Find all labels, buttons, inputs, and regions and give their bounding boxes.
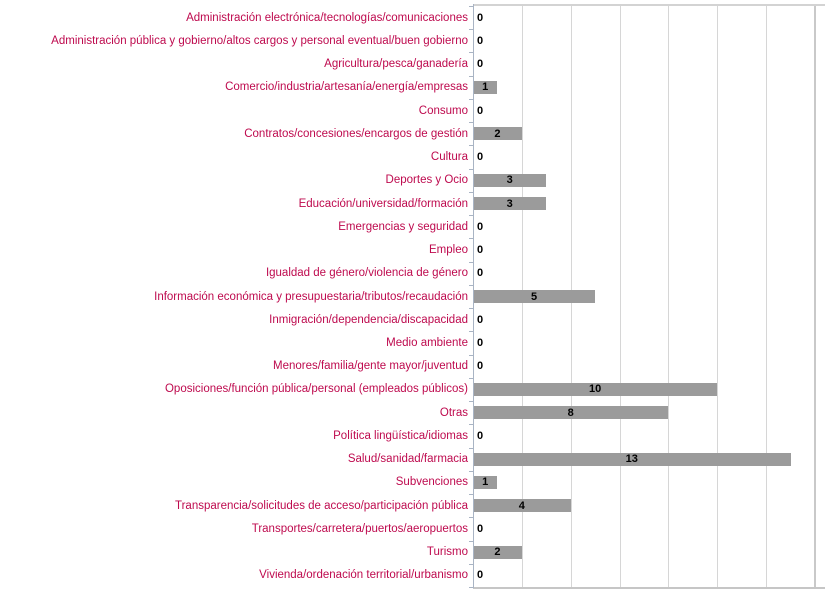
value-label: 5 xyxy=(531,290,538,303)
gridline-8 xyxy=(668,6,670,587)
bar xyxy=(474,452,791,466)
value-label: 0 xyxy=(477,429,484,442)
bar xyxy=(474,197,547,211)
bar xyxy=(474,545,522,559)
category-label: Empleo xyxy=(429,244,468,257)
axis-tick xyxy=(469,354,473,356)
category-label: Política lingüística/idiomas xyxy=(333,429,468,442)
category-label: Administración pública y gobierno/altos … xyxy=(51,34,468,47)
category-label: Transparencia/solicitudes de acceso/part… xyxy=(175,499,468,512)
category-label: Vivienda/ordenación territorial/urbanism… xyxy=(259,569,468,582)
value-label: 13 xyxy=(625,453,638,466)
value-label: 8 xyxy=(567,406,574,419)
value-label: 0 xyxy=(477,34,484,47)
bar xyxy=(474,127,522,141)
category-label: Educación/universidad/formación xyxy=(298,197,468,210)
gridline-10 xyxy=(717,6,719,587)
value-label: 0 xyxy=(477,336,484,349)
bar xyxy=(474,290,596,303)
category-label: Oposiciones/función pública/personal (em… xyxy=(164,383,468,396)
category-label: Igualdad de género/violencia de género xyxy=(265,267,468,280)
category-label: Comercio/industria/artesanía/energía/emp… xyxy=(225,81,468,94)
value-label: 0 xyxy=(477,313,484,326)
axis-tick xyxy=(469,215,473,217)
category-label: Subvenciones xyxy=(395,476,468,489)
category-label: Contratos/concesiones/encargos de gestió… xyxy=(244,127,468,140)
axis-tick xyxy=(469,29,473,31)
category-label: Otras xyxy=(439,406,468,419)
category-label: Consumo xyxy=(418,104,468,117)
bar xyxy=(474,475,498,489)
axis-tick xyxy=(469,424,473,426)
category-label: Cultura xyxy=(430,151,468,164)
value-label: 0 xyxy=(477,244,484,257)
category-label: Salud/sanidad/farmacia xyxy=(347,453,468,466)
axis-tick xyxy=(469,587,473,588)
axis-tick xyxy=(469,75,473,77)
axis-tick xyxy=(469,563,473,565)
axis-tick xyxy=(469,52,473,54)
bar xyxy=(474,80,498,94)
axis-tick xyxy=(469,308,473,310)
axis-tick xyxy=(469,517,473,519)
category-label: Menores/familia/gente mayor/juventud xyxy=(273,360,468,373)
value-label: 10 xyxy=(589,383,602,396)
gridline-12 xyxy=(766,6,768,587)
axis-tick xyxy=(469,540,473,542)
bar xyxy=(474,406,669,420)
value-label: 0 xyxy=(477,360,484,373)
axis-tick xyxy=(469,470,473,472)
axis-tick xyxy=(469,331,473,333)
axis-tick xyxy=(469,122,473,124)
value-label: 0 xyxy=(477,267,484,280)
axis-tick xyxy=(469,377,473,379)
axis-tick xyxy=(469,447,473,449)
value-label: 1 xyxy=(482,81,489,94)
plot-top-border xyxy=(473,4,825,6)
category-label: Deportes y Ocio xyxy=(385,174,468,187)
axis-tick xyxy=(469,494,473,496)
axis-tick xyxy=(469,191,473,193)
value-label: 3 xyxy=(506,197,513,210)
axis-tick xyxy=(469,401,473,403)
axis-tick xyxy=(469,261,473,263)
axis-tick xyxy=(469,145,473,147)
axis-tick xyxy=(469,284,473,286)
category-label: Transportes/carretera/puertos/aeropuerto… xyxy=(251,522,468,535)
gridline-6 xyxy=(619,6,621,587)
category-label: Administración electrónica/tecnologías/c… xyxy=(186,11,468,24)
category-axis xyxy=(473,4,474,588)
value-label: 0 xyxy=(477,11,484,24)
category-label: Agricultura/pesca/ganadería xyxy=(324,58,468,71)
bar xyxy=(474,173,547,187)
bar xyxy=(474,382,718,396)
value-label: 0 xyxy=(477,522,484,535)
plot-right-border xyxy=(814,6,816,587)
value-label: 0 xyxy=(477,58,484,71)
category-label: Emergencias y seguridad xyxy=(338,220,468,233)
plot-bottom-border xyxy=(473,587,825,589)
value-label: 0 xyxy=(477,151,484,164)
axis-tick xyxy=(469,98,473,100)
value-label: 0 xyxy=(477,220,484,233)
value-label: 2 xyxy=(494,127,501,140)
axis-tick xyxy=(469,238,473,240)
axis-tick xyxy=(469,168,473,170)
value-label: 3 xyxy=(506,174,513,187)
value-label: 0 xyxy=(477,569,484,582)
bar xyxy=(474,499,571,513)
value-label: 0 xyxy=(477,104,484,117)
value-label: 2 xyxy=(494,546,501,559)
category-label: Medio ambiente xyxy=(386,336,468,349)
category-label: Información económica y presupuestaria/t… xyxy=(154,290,468,303)
axis-tick xyxy=(469,6,473,7)
category-label: Turismo xyxy=(426,546,468,559)
value-label: 4 xyxy=(518,499,525,512)
category-label: Inmigración/dependencia/discapacidad xyxy=(269,313,468,326)
value-label: 1 xyxy=(482,476,489,489)
